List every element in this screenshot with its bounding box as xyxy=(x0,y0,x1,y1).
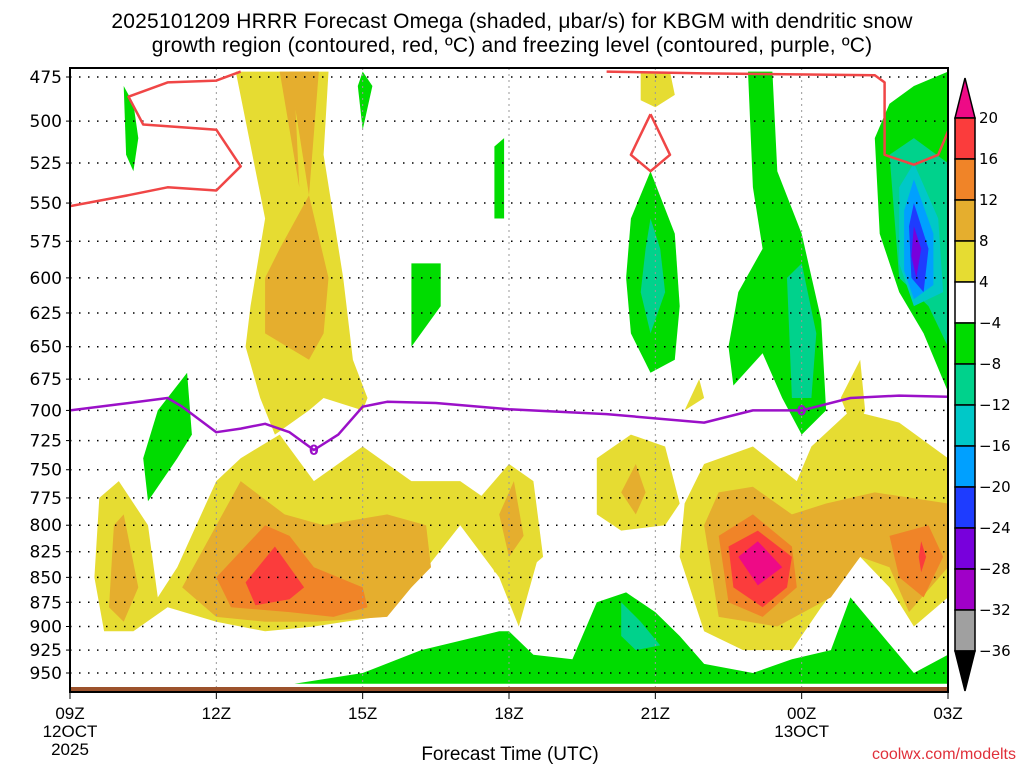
omega-region-minus-24-28 xyxy=(911,226,922,278)
colorbar-level-label: −32 xyxy=(979,601,1011,619)
omega-region-4-8 xyxy=(640,71,675,108)
colorbar-level-label: 12 xyxy=(979,191,998,209)
omega-region-8-12 xyxy=(279,71,309,188)
colorbar-level-label: −16 xyxy=(979,437,1011,455)
omega-region-8-12 xyxy=(265,195,329,360)
x-tick-label: 15Z xyxy=(348,704,377,723)
x-tick-label: 03Z xyxy=(933,704,962,723)
colorbar-bin xyxy=(954,199,976,242)
x-tick-label: 09Z xyxy=(55,704,84,723)
y-tick-label: 950 xyxy=(30,664,62,684)
ground-strip xyxy=(70,687,948,693)
grid-lines xyxy=(70,68,948,692)
y-tick-label: 775 xyxy=(30,489,62,509)
omega-region-minus-8-12 xyxy=(787,263,817,398)
colorbar-bin xyxy=(954,240,976,283)
y-tick-label: 675 xyxy=(30,370,62,390)
x-tick-label: 12Z xyxy=(202,704,231,723)
y-tick-label: 625 xyxy=(30,304,62,324)
x-tick-label: 21Z xyxy=(641,704,670,723)
omega-region-gt-20 xyxy=(738,541,783,586)
omega-region-minus-4-8 xyxy=(123,86,139,172)
omega-region-16-20 xyxy=(245,546,305,606)
x-tick-sublabel: 12OCT xyxy=(43,722,98,741)
omega-region-12-16 xyxy=(889,525,944,598)
y-tick-label: 700 xyxy=(30,401,62,421)
y-tick-label: 650 xyxy=(30,338,62,358)
omega-region-minus-8-12 xyxy=(640,218,666,334)
colorbar-level-label: −36 xyxy=(979,642,1011,660)
dgz-contour-line xyxy=(70,70,242,208)
colorbar-bin xyxy=(954,568,976,611)
freezing-level-label: 0 xyxy=(309,443,319,459)
y-tick-label: 575 xyxy=(30,232,62,252)
x-tick-label: 00Z xyxy=(787,704,816,723)
y-tick-label: 875 xyxy=(30,593,62,613)
freezing-level-label: 0 xyxy=(797,403,807,419)
colorbar-bin xyxy=(954,363,976,406)
colorbar-bin xyxy=(954,404,976,447)
omega-region-minus-4-8 xyxy=(411,263,441,347)
y-tick-label: 925 xyxy=(30,641,62,661)
omega-region-8-12 xyxy=(621,464,646,515)
omega-region-minus-8-12 xyxy=(621,602,661,651)
colorbar-bin xyxy=(954,322,976,365)
colorbar-level-label: 20 xyxy=(979,109,998,127)
freezing-level-line xyxy=(70,394,948,452)
colorbar-bin xyxy=(954,609,976,652)
ground-surface xyxy=(70,687,948,693)
y-tick-label: 825 xyxy=(30,543,62,563)
y-tick-label: 550 xyxy=(30,194,62,214)
colorbar-level-label: 8 xyxy=(979,232,989,250)
omega-region-minus-4-8 xyxy=(294,592,948,684)
colorbar-bin xyxy=(954,117,976,160)
y-tick-label: 750 xyxy=(30,461,62,481)
y-tick-label: 900 xyxy=(30,618,62,638)
omega-region-minus-4-8 xyxy=(494,138,505,219)
colorbar-bottom-arrow xyxy=(954,650,976,692)
y-axis: 475 500 525 550 575 600 625 650 675 700 725 750 775 8… xyxy=(30,68,70,684)
omega-region-16-20 xyxy=(918,541,927,573)
y-tick-label: 475 xyxy=(30,68,62,88)
chart-title-line-1: 2025101209 HRRR Forecast Omega (shaded, … xyxy=(111,10,913,33)
contour-lines: 00 xyxy=(70,70,948,459)
y-tick-label: 800 xyxy=(30,516,62,536)
x-tick-sublabel: 13OCT xyxy=(774,722,829,741)
colorbar-level-label: 16 xyxy=(979,150,998,168)
colorbar-level-label: −8 xyxy=(979,355,1001,373)
colorbar: 20 16 12 8 4 −4 −8 −12 −16 −20 −24 −28 −32 −36 xyxy=(954,77,1011,692)
chart-title-line-2: growth region (contoured, red, ºC) and f… xyxy=(151,34,873,57)
colorbar-bin xyxy=(954,158,976,201)
x-tick-label: 18Z xyxy=(494,704,523,723)
colorbar-level-label: −24 xyxy=(979,519,1011,537)
dgz-contour-line xyxy=(606,70,948,166)
y-tick-label: 525 xyxy=(30,154,62,174)
omega-region-8-12 xyxy=(289,71,319,196)
x-tick-sublabel: 2025 xyxy=(51,740,89,759)
colorbar-bin xyxy=(954,445,976,488)
colorbar-level-label: −4 xyxy=(979,314,1001,332)
y-tick-label: 725 xyxy=(30,432,62,452)
colorbar-level-label: −28 xyxy=(979,560,1011,578)
colorbar-level-label: −12 xyxy=(979,396,1011,414)
y-tick-label: 850 xyxy=(30,568,62,588)
y-tick-label: 500 xyxy=(30,112,62,132)
dgz-contour-line xyxy=(629,113,672,173)
y-tick-label: 600 xyxy=(30,269,62,289)
colorbar-top-arrow xyxy=(954,77,976,119)
colorbar-level-label: 4 xyxy=(979,273,989,291)
omega-region-8-12 xyxy=(109,514,139,622)
omega-region-minus-4-8 xyxy=(357,71,373,130)
colorbar-bin xyxy=(954,281,976,324)
omega-region-4-8 xyxy=(684,379,705,411)
colorbar-bin xyxy=(954,527,976,570)
colorbar-bin xyxy=(954,486,976,529)
x-axis-label: Forecast Time (UTC) xyxy=(421,744,599,765)
omega-region-8-12 xyxy=(499,481,524,557)
colorbar-level-label: −20 xyxy=(979,478,1011,496)
credit-text: coolwx.com/modelts xyxy=(871,746,1016,763)
